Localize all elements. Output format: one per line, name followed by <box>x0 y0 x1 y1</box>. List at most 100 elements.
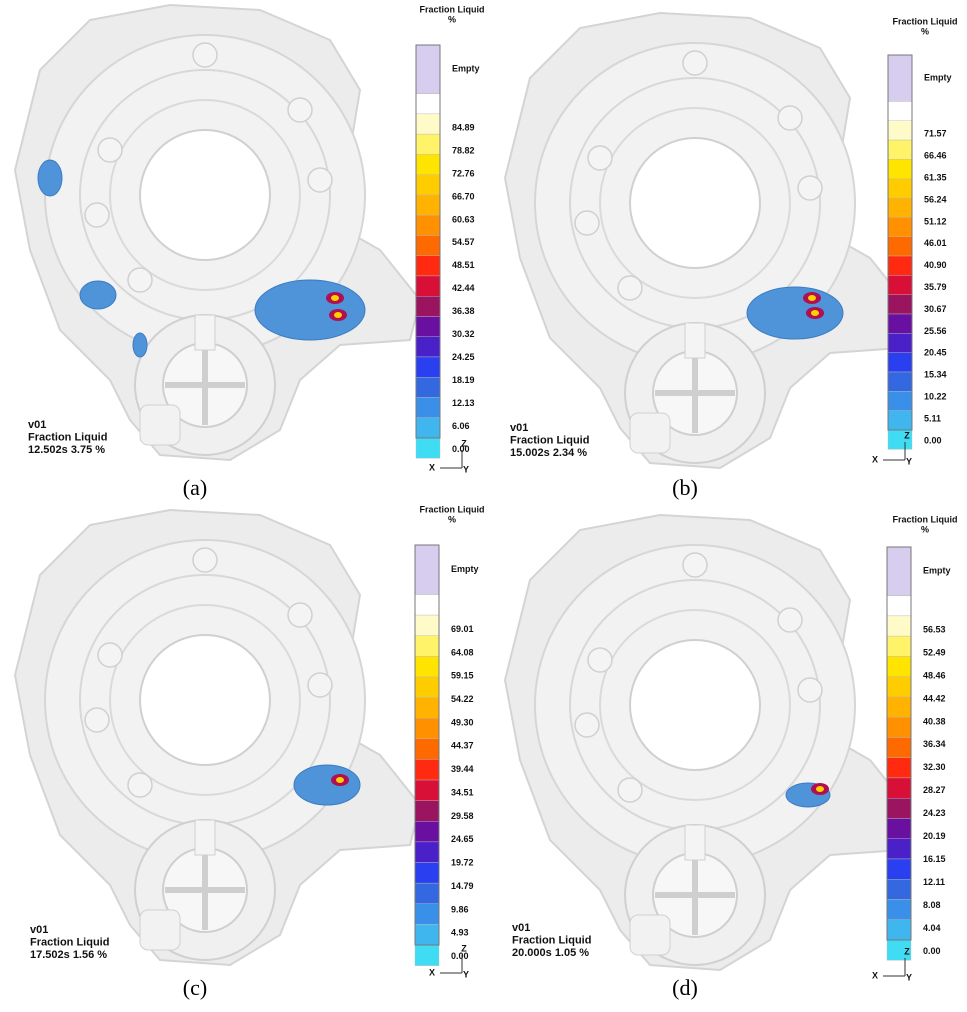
legend-swatch <box>415 397 441 418</box>
legend-unit: % <box>921 26 929 36</box>
legend-title: Fraction Liquid <box>420 504 485 514</box>
legend-swatch <box>415 377 441 398</box>
legend-swatch <box>414 759 440 781</box>
legend-swatch <box>886 899 912 920</box>
legend-label: 4.04 <box>923 923 941 933</box>
liquid-region <box>79 280 117 310</box>
legend-swatch <box>414 738 440 760</box>
legend-swatch <box>886 737 912 758</box>
legend-label: 42.44 <box>452 283 475 293</box>
legend-swatch <box>414 614 440 636</box>
legend-swatch <box>414 697 440 719</box>
legend-label: 39.44 <box>451 764 474 774</box>
legend-label: 54.57 <box>452 237 475 247</box>
legend-label: 0.00 <box>451 951 469 961</box>
legend-label: 40.90 <box>924 260 947 270</box>
hot-spot-core <box>331 295 339 301</box>
legend-label: 66.46 <box>924 151 947 161</box>
legend-swatch <box>415 93 441 115</box>
legend-swatch <box>887 333 913 353</box>
legend-label: 5.11 <box>924 413 941 423</box>
legend-label: 48.51 <box>452 260 475 270</box>
axis-z-label: Z <box>461 943 467 953</box>
legend-swatch <box>886 757 912 779</box>
legend-frame <box>414 544 440 946</box>
legend-swatch <box>887 255 913 276</box>
caption: (c) <box>183 975 207 1000</box>
legend-frame <box>887 54 913 431</box>
legend-swatch <box>415 437 441 459</box>
legend-empty-swatch <box>886 546 912 596</box>
legend-label: 10.22 <box>924 392 947 402</box>
legend-label: 20.19 <box>923 831 946 841</box>
axis-y-label: Y <box>906 972 912 982</box>
legend-swatch <box>414 841 440 863</box>
legend-swatch <box>886 615 912 637</box>
legend-swatch <box>886 777 912 799</box>
legend-swatch <box>415 275 441 297</box>
legend-label: 72.76 <box>452 168 475 178</box>
info-text: Fraction Liquid <box>28 431 107 443</box>
legend-swatch <box>415 133 441 155</box>
legend-label: Empty <box>452 64 480 74</box>
caption: (a) <box>183 475 207 500</box>
info-text: Fraction Liquid <box>30 936 109 948</box>
legend-swatch <box>414 635 440 657</box>
legend-swatch <box>886 656 912 677</box>
legend-label: 48.46 <box>923 670 946 680</box>
legend-label: 71.57 <box>924 129 947 139</box>
info-text: v01 <box>510 422 528 434</box>
panel <box>505 515 910 970</box>
legend-label: 6.06 <box>452 421 470 431</box>
legend-label: 59.15 <box>451 671 474 681</box>
info-text: 15.002s 2.34 % <box>510 447 587 459</box>
legend-label: 0.00 <box>923 946 941 956</box>
legend-swatch <box>886 716 912 738</box>
info-text: Fraction Liquid <box>512 934 591 946</box>
legend-label: 34.51 <box>451 787 474 797</box>
legend-label: 52.49 <box>923 647 946 657</box>
legend-label: 9.86 <box>451 904 469 914</box>
legend-swatch <box>886 595 912 617</box>
legend-swatch <box>415 336 441 358</box>
legend-label: 30.32 <box>452 329 475 339</box>
legend-swatch <box>415 356 441 378</box>
legend-swatch <box>886 818 912 839</box>
legend-label: 64.08 <box>451 647 474 657</box>
legend-unit: % <box>448 14 456 24</box>
legend-swatch <box>886 858 912 880</box>
legend-label: 46.01 <box>924 238 947 248</box>
legend-frame <box>415 44 441 439</box>
legend-label: 56.24 <box>924 194 947 204</box>
hot-spot-core <box>811 310 819 316</box>
legend-swatch <box>886 676 912 698</box>
info-text: v01 <box>30 924 48 936</box>
legend-label: 51.12 <box>924 216 947 226</box>
casting-image <box>15 5 420 460</box>
legend-label: 24.65 <box>451 834 474 844</box>
legend-title: Fraction Liquid <box>893 16 958 26</box>
legend-swatch <box>414 821 440 843</box>
legend-swatch <box>887 217 913 237</box>
legend-swatch <box>886 635 912 657</box>
info-text: v01 <box>512 922 530 934</box>
legend-label: 35.79 <box>924 282 947 292</box>
legend-label: 56.53 <box>923 624 946 634</box>
info-text: 20.000s 1.05 % <box>512 947 589 959</box>
panel <box>505 13 910 468</box>
legend-swatch <box>415 255 441 277</box>
legend-swatch <box>887 120 913 141</box>
legend-label: 24.25 <box>452 352 475 362</box>
legend-label: 49.30 <box>451 717 474 727</box>
legend-unit: % <box>921 524 929 534</box>
legend-swatch <box>887 101 913 121</box>
info-text: v01 <box>28 419 46 431</box>
legend-label: 0.00 <box>452 444 470 454</box>
legend-label: 14.79 <box>451 881 474 891</box>
legend-swatch <box>414 924 440 946</box>
legend-label: Empty <box>923 566 951 576</box>
legend-swatch <box>415 154 441 175</box>
axis-x-label: X <box>429 967 435 977</box>
liquid-region <box>293 764 361 806</box>
legend-swatch <box>414 656 440 678</box>
